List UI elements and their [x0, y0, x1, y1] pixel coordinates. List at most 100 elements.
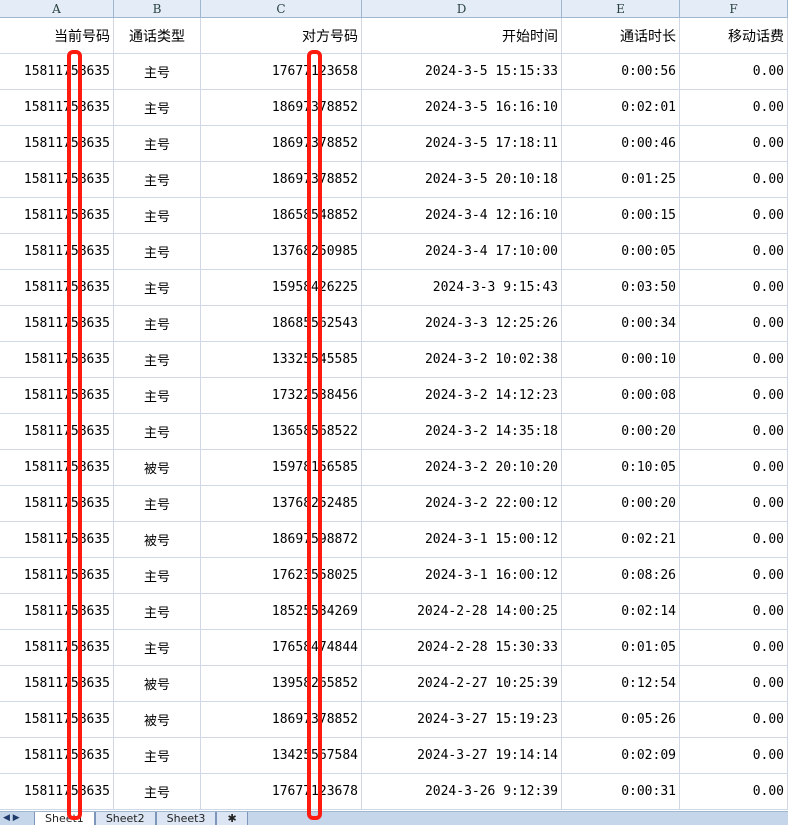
cell[interactable]: 15811758635: [0, 162, 114, 198]
column-header-d[interactable]: D: [362, 0, 562, 18]
column-header-b[interactable]: B: [114, 0, 201, 18]
cell[interactable]: 0:10:05: [562, 450, 680, 486]
cell[interactable]: 主号: [114, 270, 201, 306]
header-cell[interactable]: 移动话费: [680, 18, 788, 54]
cell[interactable]: 主号: [114, 54, 201, 90]
cell[interactable]: 主号: [114, 306, 201, 342]
cell[interactable]: 2024-3-5 17:18:11: [362, 126, 562, 162]
cell[interactable]: 主号: [114, 774, 201, 810]
cell[interactable]: 0.00: [680, 234, 788, 270]
cell[interactable]: 被号: [114, 450, 201, 486]
cell[interactable]: 0:00:31: [562, 774, 680, 810]
cell[interactable]: 2024-3-5 16:16:10: [362, 90, 562, 126]
sheet-tab-2[interactable]: Sheet2: [94, 812, 156, 825]
cell[interactable]: 17677123658: [201, 54, 362, 90]
cell[interactable]: 2024-3-3 12:25:26: [362, 306, 562, 342]
cell[interactable]: 0.00: [680, 270, 788, 306]
cell[interactable]: 被号: [114, 666, 201, 702]
cell[interactable]: 0.00: [680, 666, 788, 702]
cell[interactable]: 13768252485: [201, 486, 362, 522]
cell[interactable]: 2024-3-2 20:10:20: [362, 450, 562, 486]
cell[interactable]: 0.00: [680, 630, 788, 666]
header-cell[interactable]: 当前号码: [0, 18, 114, 54]
cell[interactable]: 0.00: [680, 378, 788, 414]
cell[interactable]: 2024-3-26 9:12:39: [362, 774, 562, 810]
cell[interactable]: 主号: [114, 126, 201, 162]
cell[interactable]: 主号: [114, 234, 201, 270]
cell[interactable]: 15811758635: [0, 522, 114, 558]
cell[interactable]: 0:00:08: [562, 378, 680, 414]
cell[interactable]: 15811758635: [0, 54, 114, 90]
cell[interactable]: 主号: [114, 594, 201, 630]
cell[interactable]: 15811758635: [0, 90, 114, 126]
cell[interactable]: 0.00: [680, 54, 788, 90]
cell[interactable]: 15811758635: [0, 378, 114, 414]
cell[interactable]: 18697378852: [201, 126, 362, 162]
cell[interactable]: 15811758635: [0, 558, 114, 594]
cell[interactable]: 15811758635: [0, 414, 114, 450]
cell[interactable]: 18697378852: [201, 162, 362, 198]
cell[interactable]: 13425567584: [201, 738, 362, 774]
cell[interactable]: 主号: [114, 414, 201, 450]
cell[interactable]: 0:00:20: [562, 486, 680, 522]
cell[interactable]: 0:05:26: [562, 702, 680, 738]
cell[interactable]: 0.00: [680, 522, 788, 558]
cell[interactable]: 15811758635: [0, 342, 114, 378]
column-header-e[interactable]: E: [562, 0, 680, 18]
cell[interactable]: 15811758635: [0, 738, 114, 774]
cell[interactable]: 15811758635: [0, 270, 114, 306]
column-header-a[interactable]: A: [0, 0, 114, 18]
cell[interactable]: 2024-2-28 15:30:33: [362, 630, 562, 666]
cell[interactable]: 0.00: [680, 306, 788, 342]
cell[interactable]: 13325545585: [201, 342, 362, 378]
cell[interactable]: 2024-3-1 16:00:12: [362, 558, 562, 594]
cell[interactable]: 0:00:34: [562, 306, 680, 342]
cell[interactable]: 18697378852: [201, 702, 362, 738]
cell[interactable]: 0:08:26: [562, 558, 680, 594]
cell[interactable]: 2024-2-27 10:25:39: [362, 666, 562, 702]
cell[interactable]: 0:00:15: [562, 198, 680, 234]
cell[interactable]: 0:12:54: [562, 666, 680, 702]
cell[interactable]: 主号: [114, 558, 201, 594]
cell[interactable]: 15811758635: [0, 774, 114, 810]
cell[interactable]: 2024-3-1 15:00:12: [362, 522, 562, 558]
cell[interactable]: 15978156585: [201, 450, 362, 486]
header-cell[interactable]: 通话时长: [562, 18, 680, 54]
cell[interactable]: 18685562543: [201, 306, 362, 342]
cell[interactable]: 0:00:20: [562, 414, 680, 450]
cell[interactable]: 0:02:09: [562, 738, 680, 774]
column-header-f[interactable]: F: [680, 0, 788, 18]
cell[interactable]: 17623558025: [201, 558, 362, 594]
cell[interactable]: 0.00: [680, 162, 788, 198]
cell[interactable]: 0.00: [680, 450, 788, 486]
cell[interactable]: 15958426225: [201, 270, 362, 306]
cell[interactable]: 0.00: [680, 594, 788, 630]
cell[interactable]: 18658548852: [201, 198, 362, 234]
cell[interactable]: 主号: [114, 630, 201, 666]
cell[interactable]: 0.00: [680, 486, 788, 522]
cell[interactable]: 0:02:21: [562, 522, 680, 558]
cell[interactable]: 15811758635: [0, 666, 114, 702]
cell[interactable]: 15811758635: [0, 486, 114, 522]
cell[interactable]: 0.00: [680, 702, 788, 738]
column-header-c[interactable]: C: [201, 0, 362, 18]
cell[interactable]: 0.00: [680, 342, 788, 378]
cell[interactable]: 主号: [114, 90, 201, 126]
cell[interactable]: 0:03:50: [562, 270, 680, 306]
sheet-tab-3[interactable]: Sheet3: [155, 812, 217, 825]
cell[interactable]: 17677123678: [201, 774, 362, 810]
cell[interactable]: 0.00: [680, 414, 788, 450]
cell[interactable]: 2024-3-27 19:14:14: [362, 738, 562, 774]
cell[interactable]: 18697378852: [201, 90, 362, 126]
cell[interactable]: 0:01:25: [562, 162, 680, 198]
cell[interactable]: 17322538456: [201, 378, 362, 414]
cell[interactable]: 0:00:46: [562, 126, 680, 162]
cell[interactable]: 主号: [114, 738, 201, 774]
cell[interactable]: 主号: [114, 486, 201, 522]
insert-sheet-icon[interactable]: ✱: [216, 812, 248, 825]
cell[interactable]: 2024-2-28 14:00:25: [362, 594, 562, 630]
cell[interactable]: 主号: [114, 342, 201, 378]
cell[interactable]: 0:01:05: [562, 630, 680, 666]
cell[interactable]: 0:00:10: [562, 342, 680, 378]
cell[interactable]: 15811758635: [0, 198, 114, 234]
